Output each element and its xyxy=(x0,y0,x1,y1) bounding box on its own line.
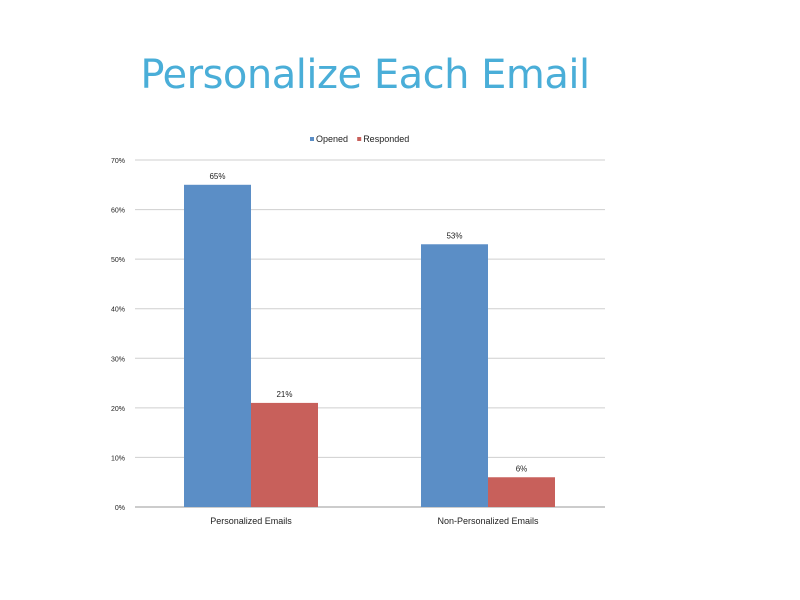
x-axis-categories: Personalized Emails Non-Personalized Emai… xyxy=(210,516,539,526)
y-tick-label: 0% xyxy=(115,505,125,512)
y-tick-label: 70% xyxy=(111,158,125,165)
y-tick-label: 10% xyxy=(111,455,125,462)
bar-responded-2 xyxy=(488,477,555,507)
data-label: 53% xyxy=(446,231,462,240)
bars xyxy=(184,184,555,508)
y-tick-label: 60% xyxy=(111,208,125,215)
y-tick-label: 30% xyxy=(111,356,125,363)
y-tick-label: 20% xyxy=(111,406,125,413)
legend: Opened Responded xyxy=(310,134,409,144)
bar-opened-2 xyxy=(421,244,488,507)
legend-marker-responded xyxy=(357,137,362,141)
bar-opened-1 xyxy=(184,184,251,508)
data-label: 6% xyxy=(516,464,528,473)
y-tick-label: 50% xyxy=(111,257,125,264)
bar-responded-1 xyxy=(251,402,318,507)
y-tick-label: 40% xyxy=(111,307,125,314)
x-category-label: Personalized Emails xyxy=(210,516,292,526)
legend-marker-opened xyxy=(310,137,314,141)
data-label: 21% xyxy=(276,390,292,399)
data-labels: 65% 21% 53% 6% xyxy=(209,172,527,473)
legend-label-responded: Responded xyxy=(363,134,409,144)
y-axis-ticks: 0% 10% 20% 30% 40% 50% 60% 70% xyxy=(111,158,125,512)
legend-label-opened: Opened xyxy=(316,134,348,144)
data-label: 65% xyxy=(209,172,225,181)
x-category-label: Non-Personalized Emails xyxy=(437,516,539,526)
page-title: Personalize Each Email xyxy=(140,52,590,98)
